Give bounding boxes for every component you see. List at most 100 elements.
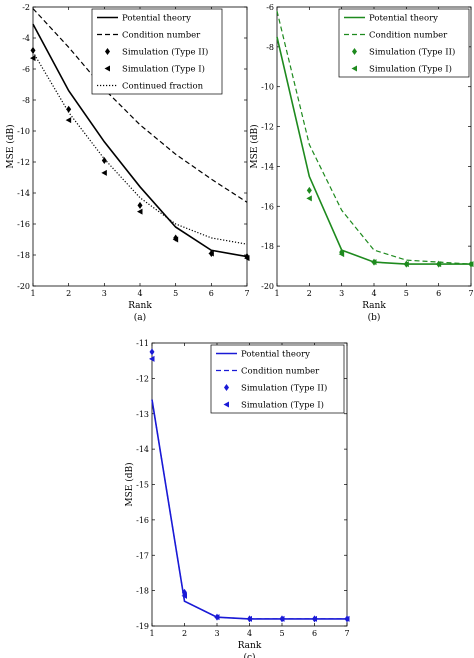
- series-triangle: [306, 195, 474, 268]
- legend-label: Continued fraction: [122, 82, 204, 92]
- y-tick-label: -19: [136, 622, 149, 631]
- y-tick-label: -14: [136, 445, 149, 454]
- series-triangle: [30, 55, 250, 262]
- legend-label: Condition number: [122, 31, 201, 41]
- y-tick-label: -8: [22, 96, 30, 105]
- x-tick-label: 1: [149, 629, 154, 638]
- legend-label: Simulation (Type I): [369, 64, 452, 75]
- y-tick-label: -15: [136, 481, 149, 490]
- legend-marker: [352, 48, 357, 55]
- data-point: [435, 261, 442, 268]
- legend-marker: [223, 401, 229, 408]
- series-dotted: [32, 51, 248, 245]
- legend-marker: [351, 65, 357, 72]
- legend-box: [338, 8, 470, 78]
- x-tick-label: 6: [209, 289, 214, 298]
- subfigure-caption: (a): [134, 312, 146, 323]
- x-tick-label: 5: [279, 629, 284, 638]
- data-point: [214, 614, 220, 621]
- x-axis-label: Rank: [128, 301, 152, 311]
- x-tick-label: 4: [371, 289, 376, 298]
- series-dashed: [32, 8, 248, 203]
- data-point: [137, 208, 143, 215]
- series-line: [32, 51, 248, 245]
- x-tick-label: 7: [344, 629, 349, 638]
- y-tick-label: -16: [136, 516, 149, 525]
- y-tick-label: -6: [22, 65, 30, 74]
- y-tick-label: -16: [17, 220, 30, 229]
- y-tick-label: -12: [261, 123, 274, 132]
- legend-label: Potential theory: [369, 14, 438, 24]
- data-point: [172, 236, 179, 243]
- data-point: [246, 615, 252, 622]
- data-point: [101, 169, 107, 176]
- x-axis-label: Rank: [238, 641, 262, 651]
- legend-label: Simulation (Type II): [241, 383, 327, 394]
- legend-label: Condition number: [369, 31, 448, 41]
- legend-marker: [105, 48, 110, 55]
- legend: Potential theory Condition number Simulati…: [210, 344, 345, 414]
- data-point: [344, 615, 350, 622]
- y-tick-label: -14: [261, 162, 274, 171]
- x-tick-label: 2: [307, 289, 312, 298]
- x-tick-label: 4: [247, 629, 252, 638]
- y-tick-label: -4: [22, 34, 30, 43]
- data-point: [468, 261, 474, 268]
- y-axis-label: MSE (dB): [249, 124, 260, 168]
- legend-label: Simulation (Type II): [122, 47, 208, 58]
- chart-2: 1 2 3 4 5 6 7 -19 -18 -17 -16 -15 -14 -13 -12 -11 Rank MS…: [124, 339, 350, 658]
- data-point: [306, 195, 312, 202]
- x-tick-label: 5: [173, 289, 178, 298]
- data-point: [311, 615, 317, 622]
- data-point: [30, 46, 36, 54]
- x-tick-label: 1: [30, 289, 35, 298]
- y-tick-label: -10: [261, 83, 274, 92]
- data-point: [101, 156, 107, 164]
- x-tick-label: 2: [66, 289, 71, 298]
- subfigure-caption: (b): [368, 312, 381, 323]
- legend-label: Potential theory: [241, 350, 310, 360]
- data-point: [338, 251, 345, 258]
- x-tick-label: 6: [436, 289, 441, 298]
- data-point: [65, 117, 72, 124]
- legend: Potential theory Condition number Simulati…: [338, 8, 470, 78]
- y-tick-label: -20: [17, 282, 30, 291]
- legend-marker: [224, 384, 229, 391]
- data-point: [371, 259, 377, 266]
- series-line: [151, 399, 347, 620]
- y-tick-label: -10: [17, 127, 30, 136]
- y-axis-label: MSE (dB): [124, 462, 135, 506]
- data-point: [30, 55, 36, 62]
- legend: Potential theory Condition number Simulati…: [91, 8, 223, 95]
- x-tick-label: 1: [274, 289, 279, 298]
- series-solid: [151, 399, 347, 620]
- y-tick-label: -2: [22, 3, 30, 12]
- data-point: [137, 201, 143, 209]
- data-point: [181, 592, 187, 599]
- y-tick-label: -20: [261, 282, 274, 291]
- y-tick-label: -6: [266, 3, 274, 12]
- x-tick-label: 4: [137, 289, 142, 298]
- y-tick-label: -18: [17, 251, 30, 260]
- data-point: [306, 186, 312, 194]
- y-tick-label: -11: [136, 339, 149, 348]
- y-tick-label: -12: [136, 374, 149, 383]
- x-tick-label: 5: [404, 289, 409, 298]
- subfigure-caption: (c): [243, 652, 255, 658]
- x-tick-label: 3: [102, 289, 107, 298]
- data-point: [244, 255, 250, 262]
- legend-label: Simulation (Type I): [241, 400, 324, 411]
- data-point: [66, 105, 72, 113]
- x-tick-label: 6: [312, 629, 317, 638]
- x-tick-label: 3: [214, 629, 219, 638]
- legend-box: [210, 344, 345, 414]
- y-tick-label: -18: [136, 587, 149, 596]
- x-tick-label: 3: [339, 289, 344, 298]
- legend-label: Simulation (Type II): [369, 47, 455, 58]
- legend-label: Condition number: [241, 367, 320, 377]
- x-tick-label: 7: [468, 289, 473, 298]
- x-tick-label: 2: [182, 629, 187, 638]
- legend-label: Simulation (Type I): [122, 64, 205, 75]
- y-tick-label: -18: [261, 242, 274, 251]
